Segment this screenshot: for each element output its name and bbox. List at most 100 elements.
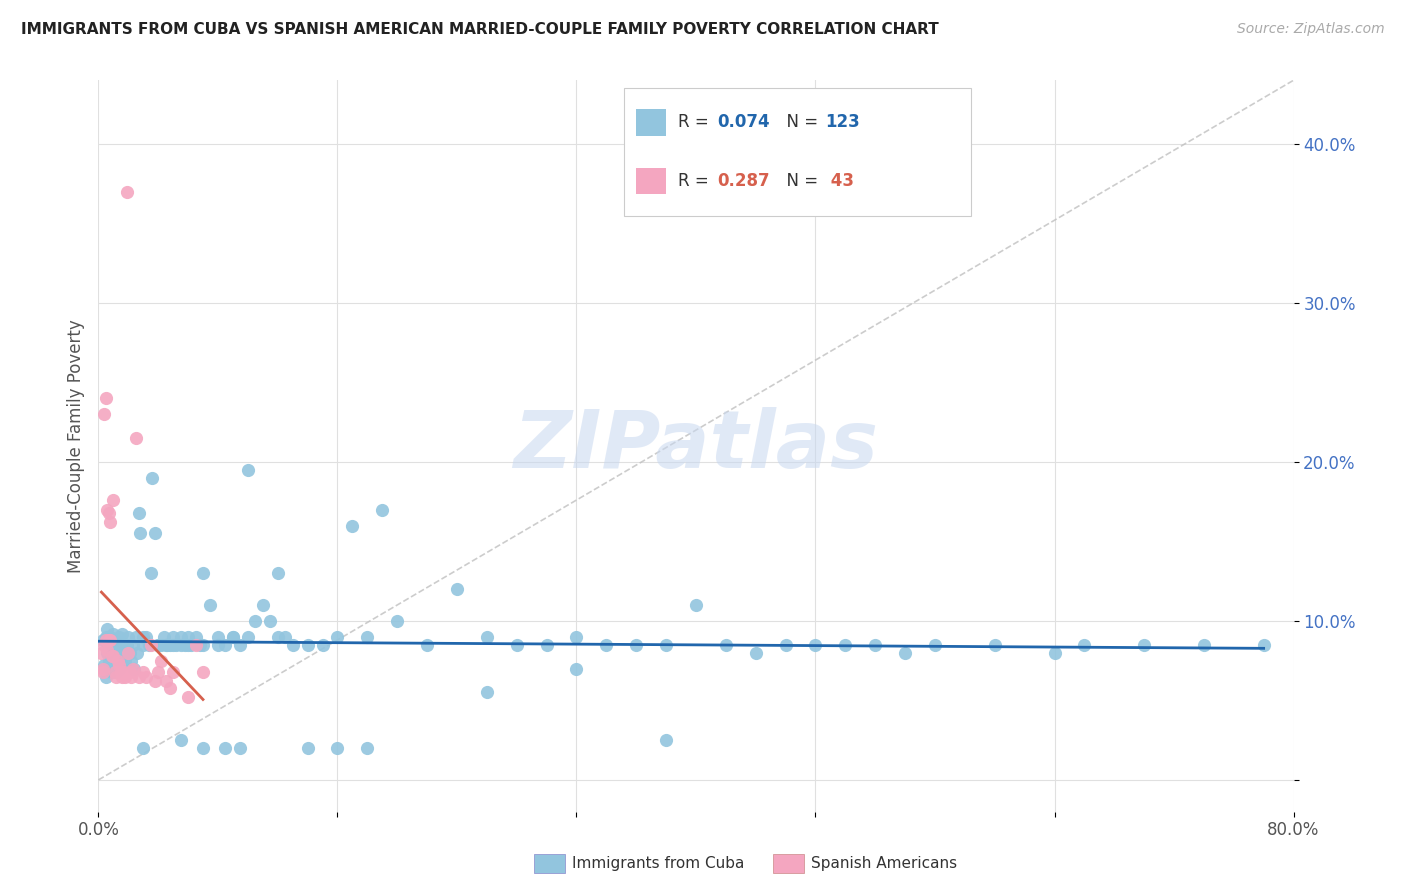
Point (118, 665, 141, 679)
Point (475, 685, 498, 699)
Point (153, 630, 176, 644)
Point (101, 642, 124, 657)
Point (169, 630, 191, 644)
Point (94, 392, 117, 406)
Point (125, 630, 148, 644)
Point (714, 638, 737, 652)
Point (121, 662, 143, 676)
Point (93, 638, 115, 652)
Point (475, 630, 498, 644)
Point (150, 654, 173, 668)
Text: N =: N = (776, 113, 824, 131)
Point (156, 638, 179, 652)
Point (108, 658, 131, 673)
Point (110, 648, 132, 663)
Point (207, 638, 229, 652)
Point (169, 733, 191, 747)
Point (565, 630, 588, 644)
Point (894, 646, 917, 660)
Point (127, 646, 149, 660)
Point (101, 648, 124, 663)
Point (96, 622, 118, 636)
Point (132, 665, 155, 679)
Point (565, 662, 588, 676)
Point (267, 566, 290, 581)
Text: 0.287: 0.287 (717, 172, 769, 190)
Point (865, 638, 887, 652)
Point (159, 681, 181, 695)
Point (124, 662, 146, 676)
Point (98, 662, 122, 676)
Point (117, 630, 139, 644)
Point (446, 582, 468, 596)
Point (111, 626, 134, 640)
Point (984, 638, 1007, 652)
Point (118, 646, 141, 660)
Point (1192, 638, 1215, 652)
Point (177, 630, 200, 644)
Point (103, 648, 125, 663)
Point (1253, 638, 1275, 652)
Point (148, 638, 170, 652)
Point (97, 654, 120, 668)
Point (184, 630, 207, 644)
Point (274, 630, 297, 644)
Point (259, 614, 281, 628)
Point (101, 665, 124, 679)
Point (180, 638, 202, 652)
Point (94, 632, 117, 647)
Point (104, 658, 127, 673)
Point (236, 463, 259, 477)
Point (165, 638, 187, 652)
Point (356, 630, 378, 644)
Point (93, 407, 115, 421)
Point (103, 626, 125, 640)
Point (595, 638, 617, 652)
Point (94, 669, 117, 683)
Point (143, 526, 166, 541)
Point (143, 674, 166, 689)
Point (115, 185, 138, 199)
Text: Source: ZipAtlas.com: Source: ZipAtlas.com (1237, 22, 1385, 37)
Point (222, 630, 245, 644)
Point (139, 638, 162, 652)
Point (245, 614, 267, 628)
Point (104, 638, 127, 652)
Point (125, 431, 148, 445)
Point (311, 638, 333, 652)
Point (745, 646, 768, 660)
Point (90, 646, 112, 660)
Point (169, 638, 191, 652)
Point (105, 632, 128, 647)
Point (110, 665, 132, 679)
Point (214, 638, 236, 652)
Text: 0.074: 0.074 (717, 113, 769, 131)
Point (177, 690, 200, 705)
Point (112, 665, 135, 679)
Point (162, 638, 184, 652)
Point (141, 471, 163, 485)
Point (385, 614, 409, 628)
Point (96, 642, 118, 657)
Point (114, 669, 136, 683)
Text: 43: 43 (825, 172, 855, 190)
Point (148, 665, 170, 679)
Point (91, 632, 114, 647)
Point (626, 638, 648, 652)
Point (148, 638, 170, 652)
Point (103, 493, 125, 508)
Point (98, 516, 122, 530)
Point (120, 669, 142, 683)
Point (229, 741, 252, 756)
Point (236, 630, 259, 644)
Point (132, 638, 155, 652)
Point (222, 630, 245, 644)
Point (155, 674, 177, 689)
Point (97, 638, 120, 652)
Point (200, 598, 222, 612)
Text: 123: 123 (825, 113, 860, 131)
Point (655, 733, 678, 747)
Point (138, 638, 160, 652)
Point (108, 662, 131, 676)
Point (128, 506, 150, 520)
